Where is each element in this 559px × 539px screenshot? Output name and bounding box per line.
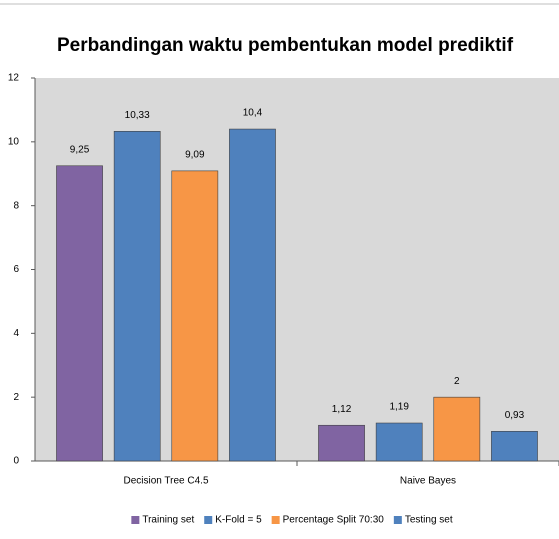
y-tick-label: 0	[13, 456, 19, 467]
legend-swatch	[204, 516, 213, 524]
bar	[375, 422, 423, 462]
value-label: 0,93	[505, 410, 525, 421]
bar	[113, 131, 161, 462]
value-label: 9,25	[70, 144, 90, 155]
legend-label: Training set	[142, 515, 194, 526]
y-tick-label: 6	[13, 264, 19, 275]
bar	[433, 396, 481, 462]
chart-title: Perbandingan waktu pembentukan model pre…	[57, 35, 514, 56]
legend-swatch	[131, 516, 140, 524]
y-tick-label: 8	[13, 200, 19, 211]
value-label: 9,09	[185, 150, 205, 161]
legend-swatch	[271, 516, 280, 524]
value-label: 10,4	[243, 108, 263, 119]
y-tick-label: 4	[13, 328, 19, 339]
y-tick-label: 12	[8, 73, 20, 84]
value-label: 1,19	[389, 402, 409, 413]
legend-label: Testing set	[405, 515, 453, 526]
value-label: 10,33	[125, 110, 150, 121]
bar	[171, 170, 219, 462]
x-tick-label: Decision Tree C4.5	[123, 476, 208, 487]
y-tick-label: 2	[13, 392, 19, 403]
y-tick-label: 10	[8, 136, 20, 147]
plot-area	[35, 78, 559, 461]
legend-label: Percentage Split 70:30	[283, 515, 385, 526]
legend-swatch	[393, 516, 402, 524]
value-label: 2	[454, 376, 460, 387]
x-tick-label: Naive Bayes	[400, 476, 456, 487]
value-label: 1,12	[332, 404, 352, 415]
bar	[491, 431, 538, 462]
bar	[229, 128, 276, 462]
legend-label: K-Fold = 5	[215, 515, 262, 526]
bar	[56, 165, 103, 462]
bar	[318, 424, 365, 462]
